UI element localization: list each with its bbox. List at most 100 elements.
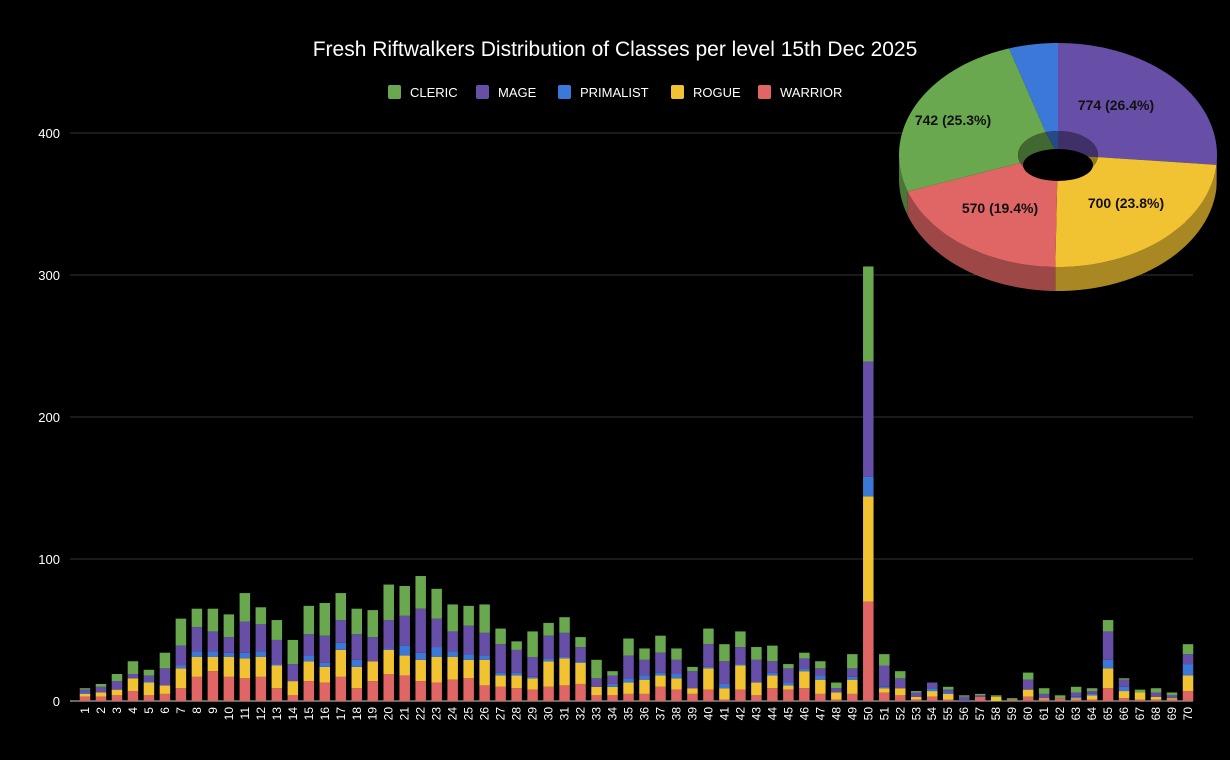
bar-segment-primalist [511, 672, 522, 676]
x-tick-label: 57 [973, 707, 987, 721]
bar-segment-rogue [143, 682, 155, 696]
x-tick-label: 23 [430, 707, 444, 721]
bar-segment-warrior [159, 693, 171, 701]
bar-segment-cleric [431, 588, 442, 619]
x-tick-label: 18 [350, 707, 364, 721]
bar-segment-cleric [974, 693, 986, 696]
bar-segment-rogue [767, 675, 778, 689]
bar-segment-warrior [719, 699, 730, 701]
bar-segment-rogue [511, 675, 522, 689]
bar-stack-level-44 [767, 645, 778, 701]
bar-segment-cleric [783, 664, 794, 669]
bar-segment-warrior [239, 678, 251, 701]
x-tick-label: 48 [829, 707, 843, 721]
bar-stack-level-55 [942, 686, 954, 701]
legend-swatch [388, 85, 401, 99]
legend-item-cleric[interactable]: CLERIC [388, 85, 458, 100]
bar-segment-warrior [463, 678, 474, 701]
bar-segment-rogue [383, 649, 394, 675]
bar-segment-primalist [607, 683, 618, 687]
x-tick-label: 30 [542, 707, 556, 721]
legend-item-mage[interactable]: MAGE [476, 85, 537, 100]
x-tick-label: 37 [653, 707, 667, 721]
bar-stack-level-54 [926, 682, 938, 701]
bar-segment-warrior [527, 689, 538, 701]
bar-segment-cleric [95, 683, 107, 687]
bar-segment-primalist [527, 676, 538, 679]
bar-segment-primalist [175, 665, 187, 669]
x-tick-label: 55 [941, 707, 955, 721]
bar-segment-rogue [831, 692, 842, 700]
bar-segment-warrior [111, 695, 123, 701]
bar-segment-cleric [383, 584, 394, 621]
bar-segment-warrior [831, 699, 842, 701]
bar-stack-level-63 [1070, 686, 1082, 701]
bar-segment-mage [527, 656, 538, 677]
legend-swatch [758, 85, 771, 99]
bar-segment-cleric [575, 637, 586, 648]
bar-segment-warrior [1070, 699, 1082, 701]
bar-segment-warrior [799, 688, 810, 701]
bar-stack-level-33 [591, 659, 602, 701]
x-tick-label: 41 [717, 707, 731, 721]
bar-segment-warrior [383, 674, 394, 701]
y-tick-label: 0 [53, 694, 60, 709]
x-tick-label: 12 [254, 707, 268, 721]
bar-segment-warrior [479, 685, 490, 701]
bar-segment-cleric [271, 620, 283, 640]
pie-label-warrior: 570 (19.4%) [962, 200, 1038, 216]
bar-segment-warrior [655, 686, 666, 701]
bar-segment-cleric [1006, 698, 1018, 700]
bar-stack-level-25 [463, 605, 474, 701]
bar-segment-rogue [687, 688, 698, 694]
bar-segment-rogue [655, 675, 666, 687]
bar-segment-mage [143, 675, 155, 682]
bar-segment-warrior [1118, 698, 1130, 701]
pie-slice-warrior [907, 162, 1058, 267]
pie-hole-center [1023, 149, 1093, 181]
bar-segment-cleric [847, 654, 858, 669]
x-tick-label: 6 [158, 707, 172, 714]
x-tick-label: 21 [398, 707, 412, 721]
bar-segment-warrior [591, 695, 602, 701]
x-tick-label: 44 [765, 707, 779, 721]
legend-item-warrior[interactable]: WARRIOR [758, 85, 842, 100]
bar-segment-cleric [239, 593, 251, 622]
bar-segment-rogue [719, 688, 730, 700]
bar-stack-level-3 [111, 674, 123, 701]
bar-segment-warrior [847, 693, 858, 701]
bar-segment-rogue [1070, 698, 1082, 700]
bar-segment-rogue [1134, 692, 1146, 700]
bar-segment-mage [415, 608, 426, 653]
bar-segment-cleric [351, 608, 362, 635]
bar-segment-rogue [1022, 689, 1034, 697]
legend-label: PRIMALIST [580, 85, 649, 100]
bar-segment-cleric [990, 695, 1002, 697]
bar-segment-mage [911, 692, 922, 697]
bar-segment-cleric [1022, 672, 1034, 680]
bar-segment-mage [207, 631, 219, 652]
bar-segment-cleric [911, 691, 922, 693]
bar-segment-warrior [623, 693, 634, 701]
bar-segment-warrior [335, 676, 347, 701]
bar-segment-warrior [1134, 699, 1146, 701]
x-tick-label: 66 [1117, 707, 1131, 721]
bar-segment-mage [767, 661, 778, 673]
bar-segment-cleric [591, 659, 602, 679]
bar-segment-cleric [1038, 688, 1050, 694]
bar-segment-mage [1022, 679, 1034, 690]
bar-segment-rogue [527, 678, 538, 690]
x-tick-label: 43 [749, 707, 763, 721]
x-tick-label: 8 [190, 707, 204, 714]
legend-item-rogue[interactable]: ROGUE [671, 85, 741, 100]
x-tick-label: 25 [462, 707, 476, 721]
bar-stack-level-17 [335, 593, 347, 701]
bar-segment-primalist [703, 666, 714, 669]
bar-segment-primalist [735, 664, 746, 666]
bar-segment-primalist [223, 652, 235, 657]
bar-segment-primalist [655, 672, 666, 676]
legend-item-primalist[interactable]: PRIMALIST [558, 85, 649, 100]
x-tick-label: 67 [1133, 707, 1147, 721]
x-tick-label: 45 [781, 707, 795, 721]
bar-segment-warrior [1054, 698, 1066, 701]
